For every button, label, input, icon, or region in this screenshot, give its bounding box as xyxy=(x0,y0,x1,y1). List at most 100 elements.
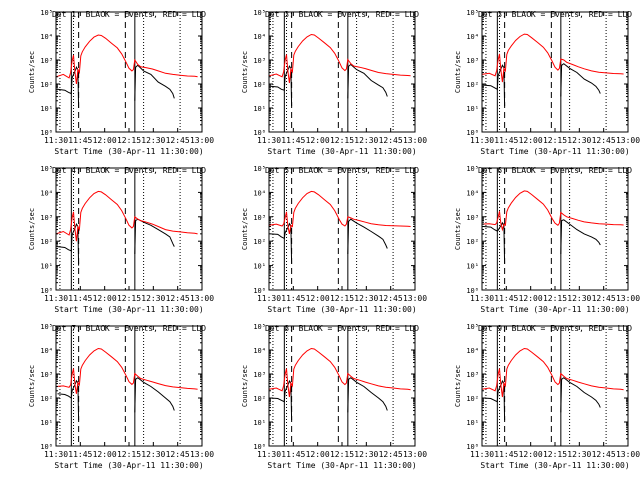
events-series-line xyxy=(560,219,601,255)
events-series-line xyxy=(347,377,388,413)
y-tick-label: 10¹ xyxy=(253,419,266,427)
lld-series-line xyxy=(268,347,411,398)
y-tick-label: 10⁰ xyxy=(466,443,479,451)
x-tick-label: 11:45 xyxy=(68,294,92,303)
panel-title: Det 3: BLACK = Events, RED = LLD xyxy=(478,10,632,19)
x-tick-label: 11:45 xyxy=(494,136,518,145)
x-tick-label: 11:30 xyxy=(257,450,281,459)
y-axis-label: Counts/sec xyxy=(241,208,249,250)
y-tick-label: 10² xyxy=(253,395,266,403)
panel-title: Det 1: BLACK = Events, RED = LLD xyxy=(52,10,206,19)
y-tick-label: 10⁵ xyxy=(253,9,266,17)
x-axis-label: Start Time (30-Apr-11 11:30:00) xyxy=(480,305,629,314)
x-tick-label: 12:45 xyxy=(592,450,616,459)
x-tick-label: 12:30 xyxy=(567,450,591,459)
x-tick-label: 12:30 xyxy=(141,294,165,303)
y-axis-label: Counts/sec xyxy=(28,51,36,93)
y-tick-label: 10¹ xyxy=(466,419,479,427)
x-tick-label: 11:30 xyxy=(257,294,281,303)
y-tick-label: 10⁴ xyxy=(253,33,266,41)
x-tick-label: 12:30 xyxy=(567,294,591,303)
y-tick-label: 10² xyxy=(466,81,479,89)
lld-series-line xyxy=(55,347,198,394)
y-tick-label: 10² xyxy=(40,395,53,403)
events-series-line xyxy=(483,221,506,264)
x-tick-label: 12:30 xyxy=(354,450,378,459)
events-series-line xyxy=(57,222,80,266)
x-tick-label: 12:00 xyxy=(306,136,330,145)
events-series-line xyxy=(57,379,80,421)
y-tick-label: 10⁴ xyxy=(466,33,479,41)
x-tick-label: 12:00 xyxy=(519,450,543,459)
x-axis-label: Start Time (30-Apr-11 11:30:00) xyxy=(267,305,416,314)
lld-series-line xyxy=(55,34,198,85)
y-tick-label: 10² xyxy=(466,395,479,403)
y-tick-label: 10⁴ xyxy=(466,189,479,197)
x-tick-label: 12:30 xyxy=(141,450,165,459)
x-tick-label: 13:00 xyxy=(616,136,640,145)
y-axis-label: Counts/sec xyxy=(241,365,249,407)
x-tick-label: 11:30 xyxy=(470,294,494,303)
events-series-line xyxy=(560,377,601,413)
y-tick-label: 10² xyxy=(466,238,479,246)
lld-series-line xyxy=(268,33,411,84)
x-tick-label: 12:00 xyxy=(93,450,117,459)
events-series-line xyxy=(57,65,80,109)
x-tick-label: 12:15 xyxy=(330,136,354,145)
x-tick-label: 12:15 xyxy=(543,136,567,145)
x-axis-label: Start Time (30-Apr-11 11:30:00) xyxy=(54,305,203,314)
y-tick-label: 10⁰ xyxy=(40,443,53,451)
y-tick-label: 10⁵ xyxy=(466,165,479,173)
panel-title: Det 4: BLACK = Events, RED = LLD xyxy=(52,166,206,175)
y-tick-label: 10⁴ xyxy=(253,347,266,355)
y-tick-label: 10⁰ xyxy=(40,129,53,137)
x-tick-label: 12:45 xyxy=(379,450,403,459)
x-tick-label: 12:00 xyxy=(93,136,117,145)
x-axis-label: Start Time (30-Apr-11 11:30:00) xyxy=(267,461,416,470)
x-tick-label: 11:45 xyxy=(494,450,518,459)
y-tick-label: 10⁰ xyxy=(253,443,266,451)
events-series-line xyxy=(483,64,506,107)
y-tick-label: 10⁰ xyxy=(253,129,266,137)
events-series-line xyxy=(134,377,175,413)
x-tick-label: 12:00 xyxy=(306,450,330,459)
x-tick-label: 12:15 xyxy=(330,450,354,459)
x-tick-label: 13:00 xyxy=(190,450,214,459)
panel-title: Det 7: BLACK = Events, RED = LLD xyxy=(52,324,206,333)
y-tick-label: 10³ xyxy=(40,57,53,65)
y-tick-label: 10³ xyxy=(40,371,53,379)
x-tick-label: 11:30 xyxy=(44,294,68,303)
panel-title: Det 5: BLACK = Events, RED = LLD xyxy=(265,166,419,175)
x-tick-label: 13:00 xyxy=(616,294,640,303)
y-tick-label: 10⁵ xyxy=(466,9,479,17)
x-tick-label: 11:45 xyxy=(494,294,518,303)
x-tick-label: 13:00 xyxy=(190,136,214,145)
y-tick-label: 10⁵ xyxy=(40,165,53,173)
panel-title: Det 9: BLACK = Events, RED = LLD xyxy=(478,324,632,333)
y-tick-label: 10³ xyxy=(253,371,266,379)
x-tick-label: 13:00 xyxy=(403,294,427,303)
x-tick-label: 12:00 xyxy=(519,294,543,303)
panel-title: Det 6: BLACK = Events, RED = LLD xyxy=(478,166,632,175)
x-axis-label: Start Time (30-Apr-11 11:30:00) xyxy=(480,461,629,470)
x-tick-label: 11:30 xyxy=(470,136,494,145)
x-axis-label: Start Time (30-Apr-11 11:30:00) xyxy=(54,461,203,470)
x-tick-label: 13:00 xyxy=(403,136,427,145)
x-tick-label: 11:30 xyxy=(44,450,68,459)
x-tick-label: 12:30 xyxy=(354,136,378,145)
events-series-line xyxy=(347,63,388,99)
x-axis-label: Start Time (30-Apr-11 11:30:00) xyxy=(267,147,416,156)
y-tick-label: 10⁴ xyxy=(466,347,479,355)
events-series-line xyxy=(134,218,175,255)
y-tick-label: 10² xyxy=(40,238,53,246)
y-tick-label: 10⁵ xyxy=(40,323,53,331)
x-tick-label: 11:30 xyxy=(44,136,68,145)
